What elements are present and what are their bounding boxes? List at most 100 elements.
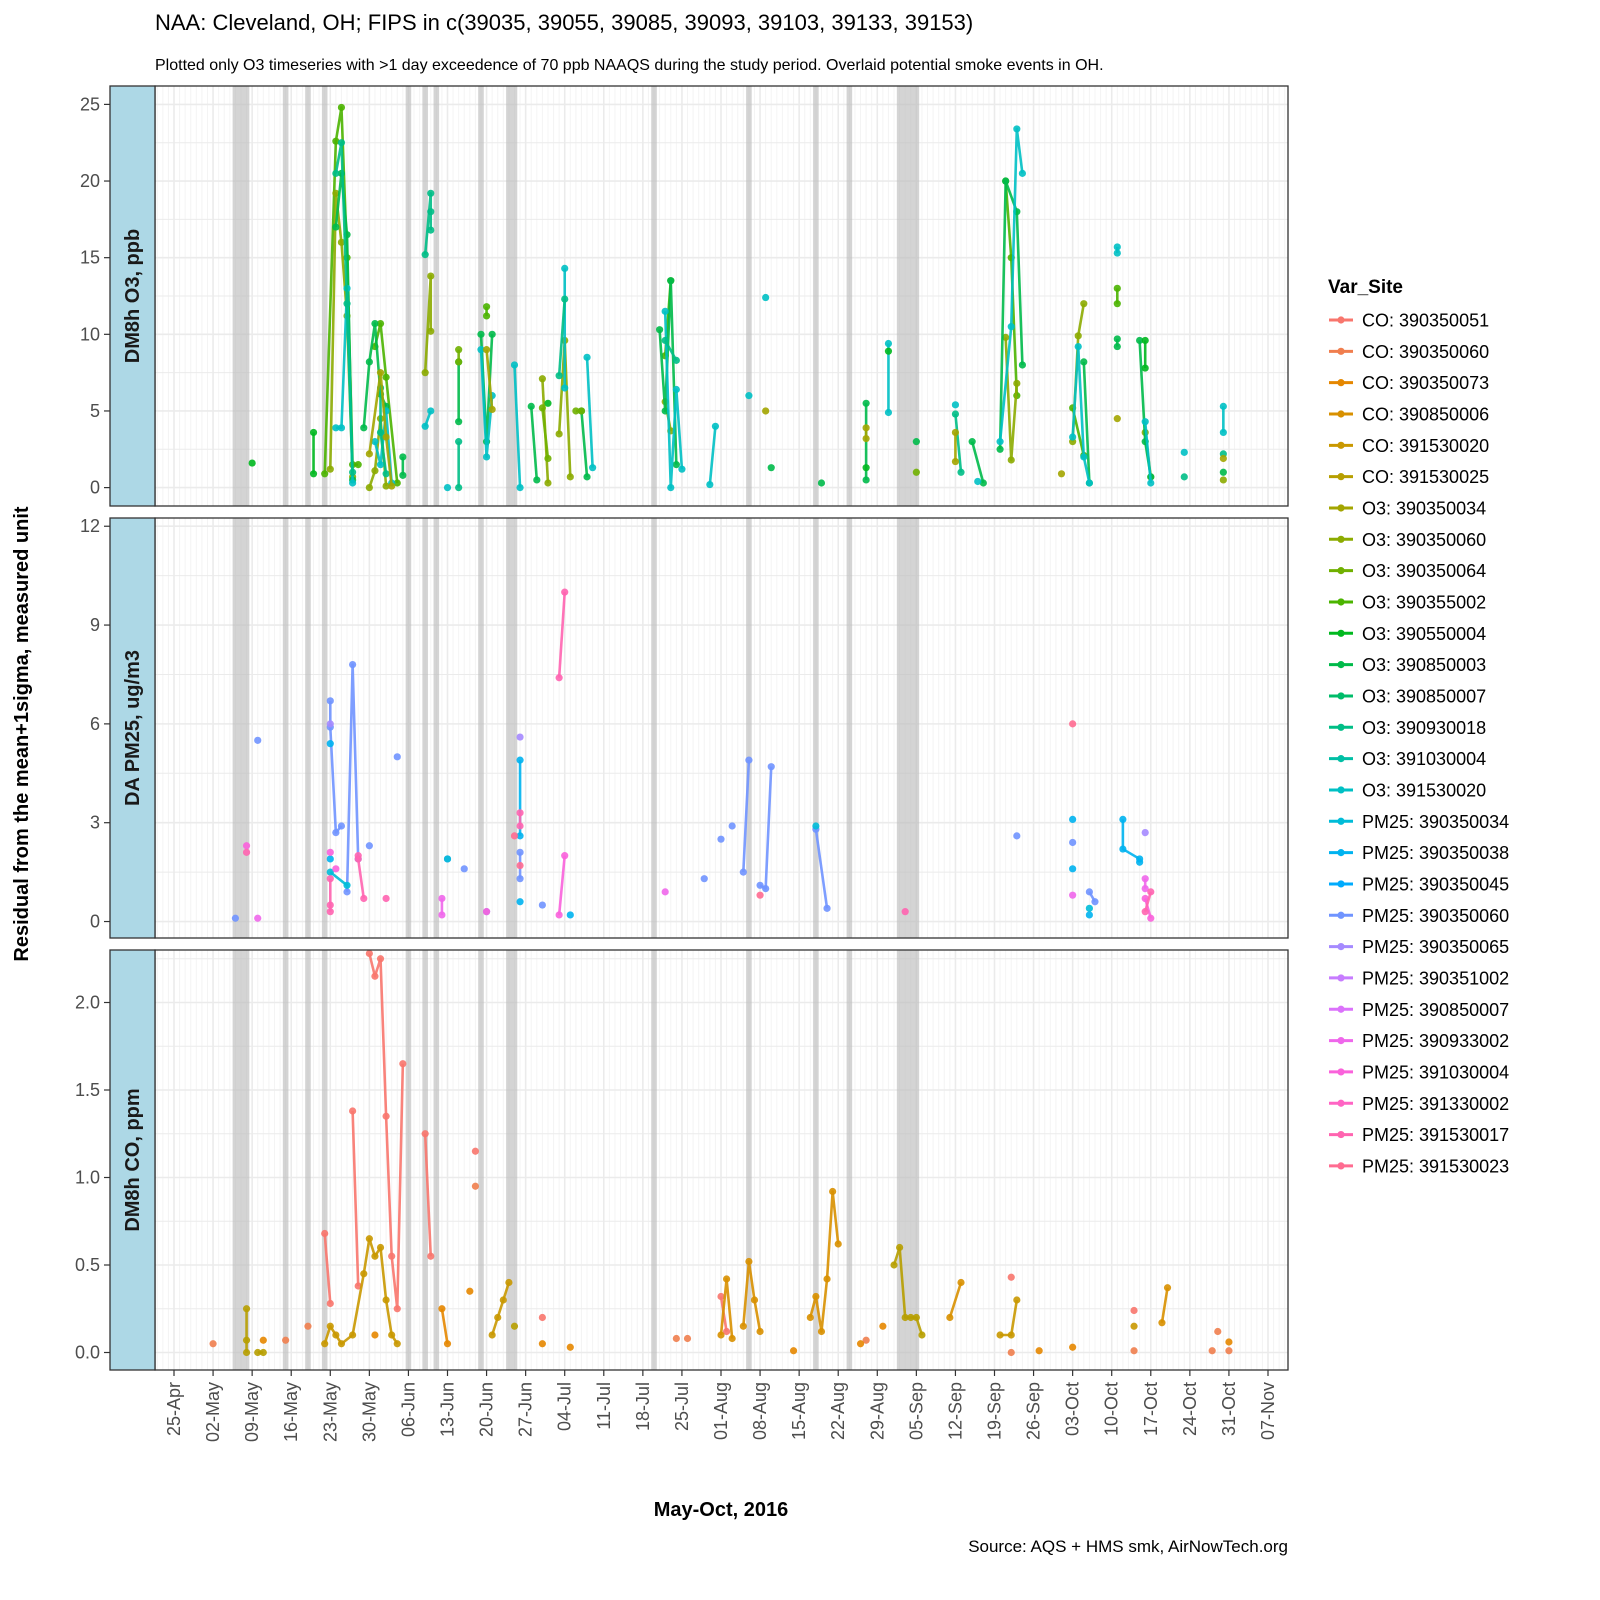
data-point	[996, 1331, 1004, 1339]
data-point	[505, 1278, 513, 1287]
legend-point-swatch	[1337, 1099, 1345, 1107]
data-point	[332, 1331, 340, 1339]
legend-label: O3: 390930018	[1362, 718, 1486, 738]
data-point	[332, 137, 340, 145]
legend-label: O3: 390355002	[1362, 592, 1486, 612]
smoke-event-band	[506, 518, 518, 938]
x-tick-label: 12-Sep	[945, 1382, 965, 1440]
data-point	[360, 1270, 368, 1278]
legend-item: O3: 390350034	[1329, 498, 1486, 518]
x-tick-label: 05-Sep	[906, 1382, 926, 1440]
facet-strip-label: DM8h O3, ppb	[122, 229, 144, 363]
data-point	[538, 404, 546, 412]
x-tick-label: 25-Apr	[164, 1382, 184, 1436]
data-point	[399, 1060, 407, 1068]
smoke-event-band	[746, 86, 752, 506]
data-point	[1225, 1338, 1233, 1346]
legend-item: O3: 390850007	[1329, 686, 1486, 706]
data-point	[918, 1331, 926, 1339]
series-line	[513, 364, 522, 488]
data-point	[1219, 402, 1227, 410]
legend-label: PM25: 391030004	[1362, 1062, 1509, 1082]
legend-label: CO: 390850006	[1362, 404, 1489, 424]
smoke-event-band	[813, 86, 819, 506]
data-point	[544, 479, 552, 487]
data-point	[1136, 336, 1144, 345]
data-point	[443, 484, 452, 492]
data-point	[382, 470, 390, 478]
data-point	[817, 479, 826, 487]
data-point	[722, 1275, 731, 1283]
data-point	[1069, 433, 1077, 441]
data-point	[349, 1107, 357, 1115]
data-point	[254, 914, 262, 922]
data-point	[583, 473, 591, 481]
data-point	[1091, 898, 1099, 906]
series-pm25-390350065	[326, 720, 1149, 837]
legend-item: PM25: 390350060	[1329, 906, 1509, 926]
panel-1: DA PM25, ug/m3 0 3 6 9 12	[80, 516, 1289, 939]
data-point	[756, 891, 764, 899]
data-point	[717, 1331, 725, 1339]
smoke-event-band	[405, 950, 412, 1370]
data-point	[912, 438, 920, 446]
data-point	[661, 307, 669, 315]
data-point	[856, 1340, 865, 1348]
legend-label: CO: 390350051	[1362, 311, 1489, 331]
data-point	[806, 1313, 814, 1322]
data-point	[349, 1331, 357, 1339]
legend-point-swatch	[1337, 347, 1345, 355]
data-point	[482, 312, 491, 320]
data-point	[1119, 815, 1127, 824]
data-point	[561, 295, 569, 303]
legend-point-swatch	[1337, 723, 1345, 731]
data-point	[242, 1305, 251, 1313]
data-point	[555, 372, 563, 380]
legend-item: O3: 391530020	[1329, 780, 1486, 800]
data-point	[706, 480, 714, 489]
data-point	[376, 319, 385, 328]
legend-item: CO: 391530025	[1329, 467, 1489, 487]
data-point	[365, 842, 373, 850]
data-point	[555, 674, 563, 682]
data-point	[1141, 894, 1149, 903]
smoke-event-band	[232, 86, 250, 506]
data-point	[488, 1331, 496, 1339]
data-point	[756, 1327, 764, 1336]
series-line	[954, 413, 963, 473]
y-tick-label: 20	[80, 171, 100, 191]
data-point	[589, 464, 597, 472]
data-point	[482, 908, 491, 916]
data-point	[1074, 332, 1082, 340]
data-point	[1080, 453, 1088, 461]
series-line	[742, 1260, 762, 1332]
data-point	[1018, 361, 1027, 369]
smoke-event-band	[746, 518, 752, 938]
legend-item: PM25: 390350034	[1329, 812, 1509, 832]
data-point	[393, 1340, 401, 1348]
data-point	[672, 1334, 680, 1343]
data-point	[862, 464, 870, 472]
data-point	[477, 346, 485, 354]
data-point	[767, 464, 775, 472]
data-point	[1080, 300, 1088, 308]
data-point	[789, 1347, 798, 1355]
legend-item: PM25: 391530017	[1329, 1125, 1509, 1145]
x-tick-label: 26-Sep	[1024, 1382, 1044, 1440]
legend-point-swatch	[1337, 849, 1345, 857]
series-o3-391530020	[332, 125, 1227, 492]
y-tick-label: 1.5	[75, 1080, 100, 1100]
data-point	[555, 911, 563, 919]
data-point	[510, 832, 519, 840]
y-tick-label: 1.0	[75, 1168, 100, 1188]
data-point	[538, 901, 546, 909]
data-point	[438, 911, 446, 919]
data-point	[756, 881, 764, 889]
series-line	[1082, 361, 1091, 484]
legend-label: O3: 390350034	[1362, 498, 1486, 518]
data-point	[1141, 336, 1149, 345]
series-line	[557, 298, 567, 376]
data-point	[577, 407, 586, 415]
smoke-event-band	[746, 950, 752, 1370]
data-point	[326, 868, 334, 876]
